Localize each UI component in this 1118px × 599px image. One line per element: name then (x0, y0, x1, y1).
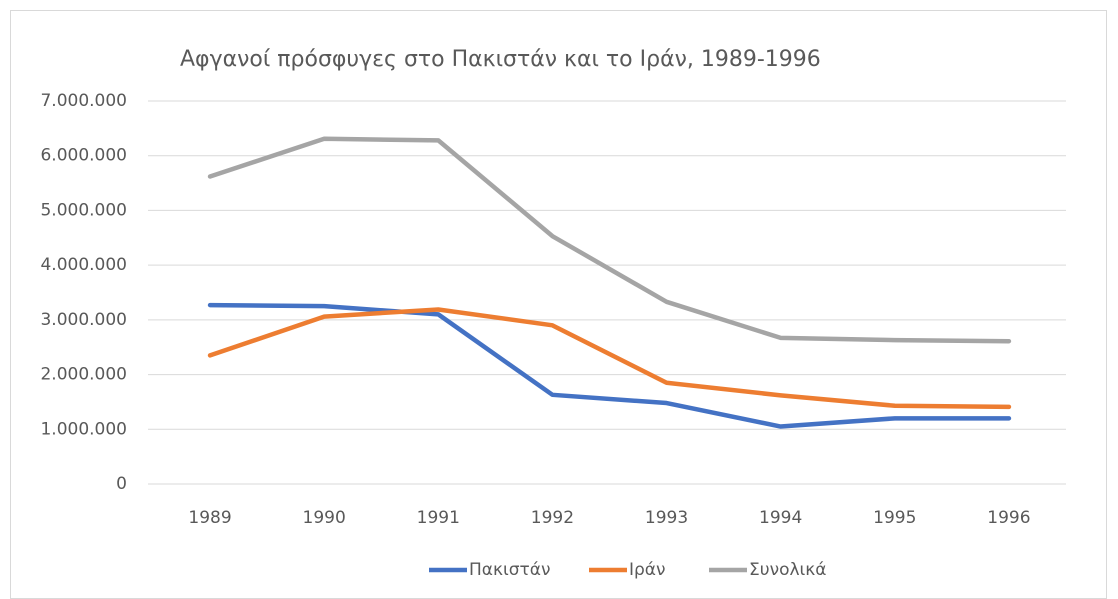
y-tick-label: 5.000.000 (40, 200, 127, 220)
y-tick-label: 7.000.000 (40, 91, 127, 111)
y-tick-label: 1.000.000 (40, 419, 127, 439)
series-line (207, 302, 1012, 429)
y-tick-label: 4.000.000 (40, 255, 127, 275)
x-tick-label: 1992 (531, 508, 574, 528)
x-tick-label: 1996 (987, 508, 1030, 528)
y-tick-label: 2.000.000 (40, 365, 127, 385)
legend-label: Συνολικά (749, 560, 827, 580)
legend-label: Ιράν (629, 560, 666, 580)
x-tick-label: 1991 (417, 508, 460, 528)
chart-border (10, 10, 1107, 599)
x-tick-label: 1990 (303, 508, 346, 528)
y-tick-label: 0 (116, 474, 127, 494)
series-line (207, 136, 1012, 344)
chart-title: Αφγανοί πρόσφυγες στο Πακιστάν και το Ιρ… (180, 47, 821, 72)
series-line (207, 307, 1012, 410)
x-tick-label: 1993 (645, 508, 688, 528)
legend-label: Πακιστάν (469, 560, 550, 580)
y-tick-label: 6.000.000 (40, 146, 127, 166)
y-tick-label: 3.000.000 (40, 310, 127, 330)
x-tick-label: 1995 (873, 508, 916, 528)
x-tick-label: 1989 (188, 508, 231, 528)
x-tick-label: 1994 (759, 508, 802, 528)
